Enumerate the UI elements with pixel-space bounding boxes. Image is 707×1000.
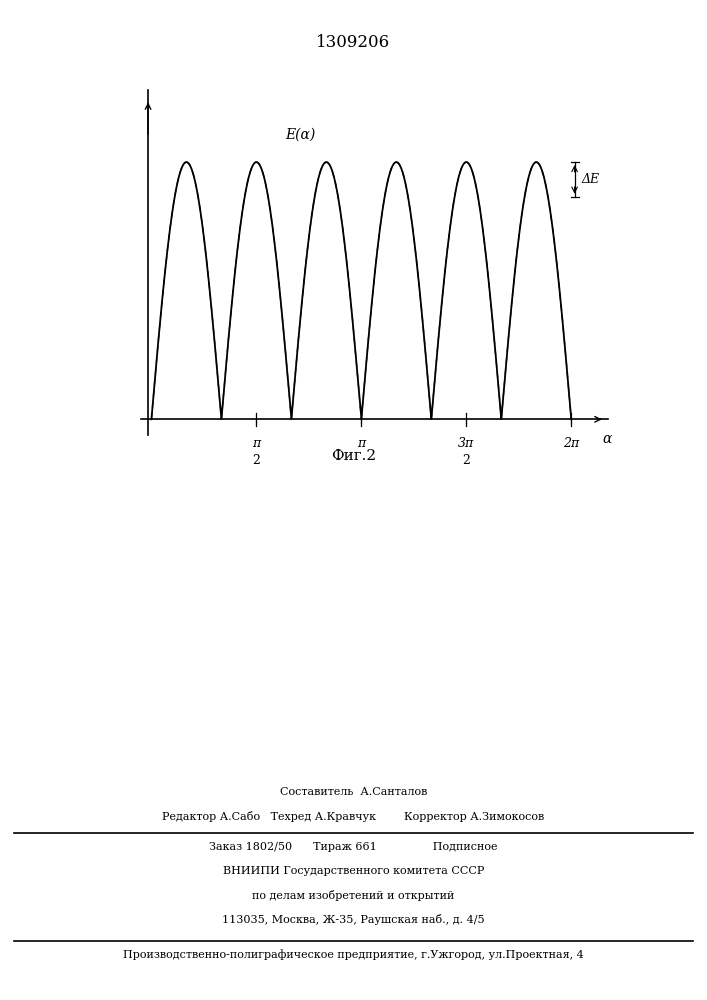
Text: 3π: 3π bbox=[458, 437, 474, 450]
Text: Фиг.2: Фиг.2 bbox=[331, 449, 376, 463]
Text: 2: 2 bbox=[252, 454, 260, 467]
Text: Редактор А.Сабо   Техред А.Кравчук        Корректор А.Зимокосов: Редактор А.Сабо Техред А.Кравчук Коррект… bbox=[163, 811, 544, 822]
Text: ВНИИПИ Государственного комитета СССР: ВНИИПИ Государственного комитета СССР bbox=[223, 866, 484, 876]
Text: по делам изобретений и открытий: по делам изобретений и открытий bbox=[252, 890, 455, 901]
Text: π: π bbox=[357, 437, 366, 450]
Text: 1309206: 1309206 bbox=[317, 34, 390, 51]
Text: α: α bbox=[602, 432, 612, 446]
Text: π: π bbox=[252, 437, 260, 450]
Text: 113035, Москва, Ж-35, Раушская наб., д. 4/5: 113035, Москва, Ж-35, Раушская наб., д. … bbox=[222, 914, 485, 925]
Text: E(α): E(α) bbox=[285, 128, 315, 142]
Text: Составитель  А.Санталов: Составитель А.Санталов bbox=[280, 787, 427, 797]
Text: Заказ 1802/50      Тираж 661                Подписное: Заказ 1802/50 Тираж 661 Подписное bbox=[209, 842, 498, 852]
Text: 2: 2 bbox=[462, 454, 470, 467]
Text: 2π: 2π bbox=[563, 437, 580, 450]
Text: ΔE: ΔE bbox=[581, 173, 600, 186]
Text: Производственно-полиграфическое предприятие, г.Ужгород, ул.Проектная, 4: Производственно-полиграфическое предприя… bbox=[123, 949, 584, 960]
